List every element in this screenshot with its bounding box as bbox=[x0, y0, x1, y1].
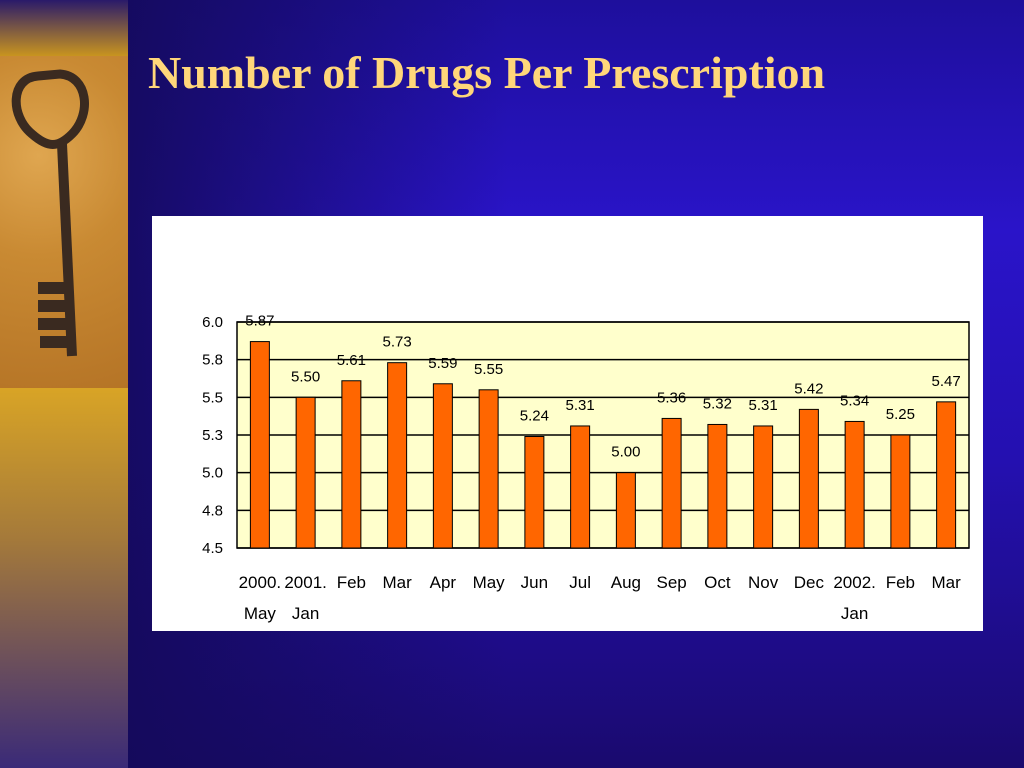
data-label: 5.61 bbox=[337, 352, 366, 369]
x-tick-label: Apr bbox=[430, 573, 457, 592]
x-tick-label: Dec bbox=[794, 573, 825, 592]
plot-border bbox=[236, 321, 970, 549]
x-tick-label: Mar bbox=[931, 573, 961, 592]
data-label: 5.47 bbox=[932, 373, 961, 390]
y-tick-label: 5.5 bbox=[202, 389, 223, 406]
data-label: 5.55 bbox=[474, 361, 503, 378]
data-label: 5.31 bbox=[566, 397, 595, 414]
bar bbox=[615, 472, 636, 549]
data-label: 5.42 bbox=[794, 380, 823, 397]
bar bbox=[798, 408, 819, 549]
x-tick-label: Jan bbox=[841, 604, 868, 623]
x-tick-label: Aug bbox=[611, 573, 641, 592]
bar bbox=[524, 436, 545, 549]
bar bbox=[387, 362, 408, 549]
x-tick-label: Jul bbox=[569, 573, 591, 592]
data-label: 5.34 bbox=[840, 392, 869, 409]
bar bbox=[844, 420, 865, 549]
data-label: 5.24 bbox=[520, 408, 549, 425]
y-tick-label: 4.8 bbox=[202, 502, 223, 519]
data-label: 5.32 bbox=[703, 395, 732, 412]
chart-panel: 6.0 5.8 5.5 5.3 5.0 4.8 4.5 5.87 2000. May 5.50 200… bbox=[152, 216, 983, 631]
bar bbox=[753, 425, 774, 549]
bar bbox=[249, 341, 270, 549]
data-label: 5.87 bbox=[245, 313, 274, 330]
data-label: 5.36 bbox=[657, 389, 686, 406]
y-tick-label: 5.8 bbox=[202, 352, 223, 369]
data-label: 5.59 bbox=[428, 355, 457, 372]
x-tick-label: Nov bbox=[748, 573, 779, 592]
y-tick-label: 4.5 bbox=[202, 540, 223, 557]
data-label: 5.00 bbox=[611, 444, 640, 461]
data-label: 5.73 bbox=[383, 334, 412, 351]
bar bbox=[707, 423, 728, 549]
x-tick-label: Feb bbox=[886, 573, 915, 592]
x-tick-label: Jan bbox=[292, 604, 319, 623]
x-tick-label: Feb bbox=[337, 573, 366, 592]
bar bbox=[661, 417, 682, 549]
bar-chart: 6.0 5.8 5.5 5.3 5.0 4.8 4.5 5.87 2000. May 5.50 200… bbox=[202, 313, 970, 623]
data-label: 5.50 bbox=[291, 368, 320, 385]
slide-title: Number of Drugs Per Prescription bbox=[148, 47, 826, 98]
data-label: 5.25 bbox=[886, 406, 915, 423]
x-tick-label: 2002. bbox=[833, 573, 876, 592]
bar bbox=[432, 383, 453, 549]
bar bbox=[341, 380, 362, 549]
key-icon bbox=[11, 69, 89, 357]
antique-key-image bbox=[0, 56, 128, 388]
bar bbox=[936, 401, 957, 549]
x-tick-label: Oct bbox=[704, 573, 731, 592]
y-tick-label: 5.3 bbox=[202, 427, 223, 444]
bar bbox=[478, 389, 499, 549]
x-tick-label: 2001. bbox=[284, 573, 327, 592]
x-tick-label: May bbox=[473, 573, 506, 592]
x-tick-label: Jun bbox=[521, 573, 548, 592]
x-tick-label: May bbox=[244, 604, 277, 623]
bar bbox=[890, 434, 911, 549]
y-tick-label: 5.0 bbox=[202, 465, 223, 482]
x-tick-label: 2000. bbox=[239, 573, 282, 592]
data-label: 5.31 bbox=[749, 397, 778, 414]
bar bbox=[570, 425, 591, 549]
y-tick-label: 6.0 bbox=[202, 314, 223, 331]
bar bbox=[295, 396, 316, 549]
x-tick-label: Mar bbox=[382, 573, 412, 592]
x-tick-label: Sep bbox=[657, 573, 687, 592]
